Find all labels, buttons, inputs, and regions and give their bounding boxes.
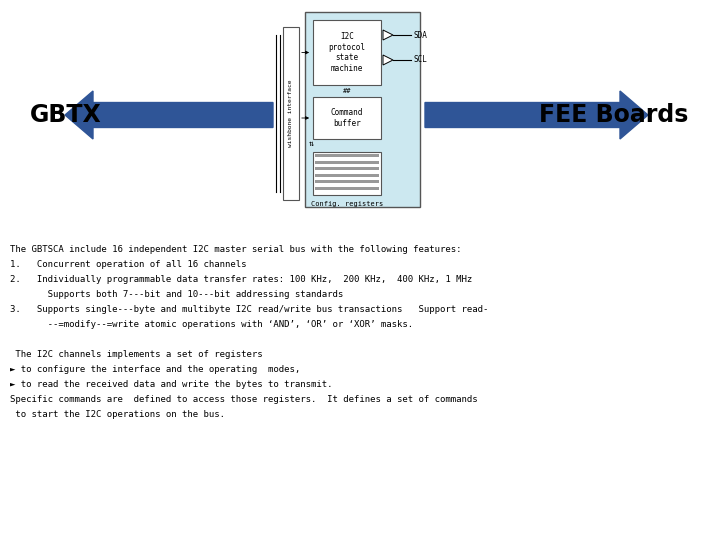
Text: Specific commands are  defined to access those registers.  It defines a set of c: Specific commands are defined to access … [10, 395, 477, 404]
Text: FEE Boards: FEE Boards [539, 103, 688, 127]
Text: Supports both 7---bit and 10---bit addressing standards: Supports both 7---bit and 10---bit addre… [10, 290, 343, 299]
Text: wishbone interface: wishbone interface [289, 79, 294, 147]
Text: SCL: SCL [413, 56, 427, 64]
Bar [315, 180, 379, 183]
Bar [313, 152, 381, 195]
Text: to start the I2C operations on the bus.: to start the I2C operations on the bus. [10, 410, 225, 419]
Text: SDA: SDA [413, 30, 427, 39]
Text: ##: ## [343, 88, 351, 94]
Bar [315, 186, 379, 190]
Polygon shape [383, 55, 393, 65]
Polygon shape [383, 30, 393, 40]
Text: 3.   Supports single---byte and multibyte I2C read/write bus transactions   Supp: 3. Supports single---byte and multibyte … [10, 305, 488, 314]
Text: The I2C channels implements a set of registers: The I2C channels implements a set of reg… [10, 350, 263, 359]
Bar [313, 20, 381, 85]
Text: ⇅: ⇅ [309, 139, 314, 148]
Bar [315, 173, 379, 177]
Text: Command
buffer: Command buffer [330, 109, 363, 127]
Bar [315, 167, 379, 170]
Bar [305, 12, 420, 207]
Text: The GBTSCA include 16 independent I2C master serial bus with the following featu: The GBTSCA include 16 independent I2C ma… [10, 245, 462, 254]
Text: 2.   Individually programmable data transfer rates: 100 KHz,  200 KHz,  400 KHz,: 2. Individually programmable data transf… [10, 275, 472, 284]
Bar [315, 154, 379, 157]
Text: ► to read the received data and write the bytes to transmit.: ► to read the received data and write th… [10, 380, 333, 389]
Bar [315, 160, 379, 164]
Text: I2C
protocol
state
machine: I2C protocol state machine [328, 32, 366, 72]
Text: Config. registers: Config. registers [311, 201, 383, 207]
Text: --=modify--=write atomic operations with ‘AND’, ‘OR’ or ‘XOR’ masks.: --=modify--=write atomic operations with… [10, 320, 413, 329]
Polygon shape [65, 91, 273, 139]
Bar [283, 27, 299, 199]
Text: ► to configure the interface and the operating  modes,: ► to configure the interface and the ope… [10, 365, 300, 374]
Text: GBTX: GBTX [30, 103, 102, 127]
Text: 1.   Concurrent operation of all 16 channels: 1. Concurrent operation of all 16 channe… [10, 260, 246, 269]
Bar [313, 97, 381, 139]
Polygon shape [425, 91, 648, 139]
